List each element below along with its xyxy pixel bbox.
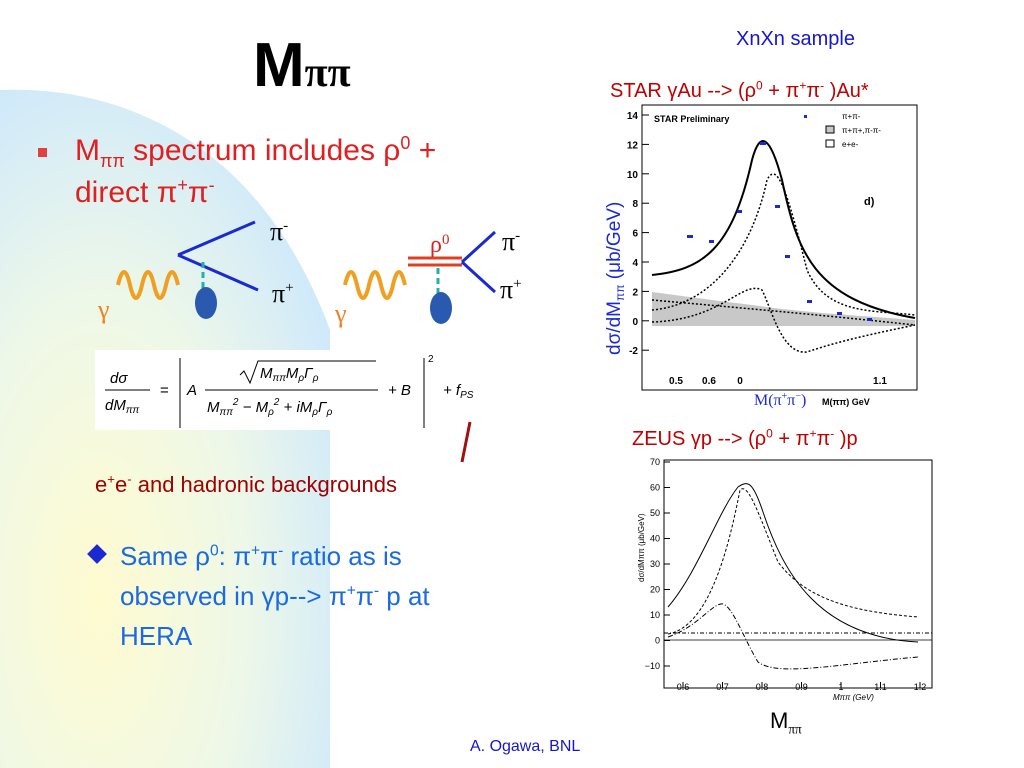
photon-line [116,270,180,300]
formula-part: + fPS [443,382,474,401]
pion-line [460,260,497,294]
formula-part: dσ [110,370,128,387]
band [652,292,915,326]
mass-axis-label: M(π+π−) [754,391,806,409]
y-tick-label: 6 [632,229,638,240]
x-axis-title: M(ππ) GeV [822,397,870,407]
inner-title: STAR Preliminary [654,114,729,124]
x-tick-label: 1.1 [873,376,887,387]
arrow [460,421,472,463]
label: γ [97,295,110,324]
label: γ [334,299,347,328]
label: π+ [500,275,522,304]
y-tick-label: 2 [632,287,638,298]
points [687,142,872,321]
fit-curve [667,483,919,643]
x-axis-title: Mππ (GeV) [833,693,874,702]
star-caption: STAR γAu --> (ρ0 + π+π- )Au* [610,78,869,102]
y-tick-label: 14 [627,111,639,122]
y-axis-title: dσ/dMππ (μb/GeV) [604,202,627,355]
label: ρ0 [430,232,449,258]
y-tick-label: 10 [650,610,660,620]
y-tick-label: 4 [632,258,638,269]
star-figure: STAR Preliminary π+π- π+π+,π-π- e+e- d) … [604,104,918,409]
sqrt-sign [239,360,376,385]
zeus-caption: ZEUS γp --> (ρ0 + π+π- )p [632,426,858,450]
y-tick-label: 8 [632,199,638,210]
nucleus [430,292,452,324]
plot-frame [641,104,918,391]
y-tick-label: 40 [650,534,660,544]
y-tick-label: 20 [650,585,660,595]
formula-part: + B [388,382,411,399]
formula: dσ dMππ = A MππMρΓρ Mππ2 − Mρ2 + iMρΓρ +… [105,354,474,428]
y-tick-label: 70 [650,457,660,467]
y-tick-label: −10 [645,661,660,671]
pion-line [177,220,256,257]
bullet-square [38,148,47,157]
y-tick-label: 0 [655,636,660,646]
title: Mππ [253,31,351,100]
x-tick-label: 0.6 [702,376,716,387]
legend-swatch [825,139,835,148]
plot-frame [663,459,933,689]
x-tick-label: 0 [737,376,743,387]
y-tick-label: -2 [629,346,638,357]
formula-part: dMππ [105,397,140,416]
sample-label: XnXn sample [736,28,855,50]
formula-part: MππMρΓρ [260,365,319,384]
label: π- [270,217,288,246]
pion-line [177,253,259,292]
background-note: e+e- and hadronic backgrounds [95,471,398,497]
formula-part: = [160,382,169,399]
label: π+ [272,279,294,308]
y-tick-label: 10 [627,170,639,181]
zeus-figure: Mππ (GeV) dσ/dMππ (μb/GeV) 70 60 50 40 30 20 1… [637,457,933,702]
bullet-1: Mππ spectrum includes ρ0 + direct π+π- [75,133,437,209]
label: π- [502,227,520,256]
footer: A. Ogawa, BNL [470,738,581,755]
formula-part: Mππ2 − Mρ2 + iMρΓρ [207,397,333,418]
x-tick-label: 0.5 [669,376,683,387]
legend-entry: e+e- [842,140,859,149]
y-tick-label: 60 [650,483,660,493]
y-tick-label: 30 [650,559,660,569]
legend-swatch [825,125,835,134]
fit-curve [651,140,916,319]
panel-label: d) [864,196,875,208]
bullet-2: Same ρ0: π+π- ratio as is observed in γp… [120,541,430,651]
formula-part: 2 [428,354,434,365]
y-tick-label: 0 [632,317,638,328]
mass-label: Mππ [770,708,802,737]
interference-curve [651,287,916,353]
nucleus [195,287,217,319]
component-curve [667,488,919,635]
pion-line [460,230,497,264]
legend-entry: π+π+,π-π- [842,126,881,135]
y-tick-label: 50 [650,508,660,518]
background-curve [651,299,916,326]
y-axis-title: dσ/dMππ (μb/GeV) [637,513,646,582]
photon-line [343,270,407,300]
legend-swatch [804,115,807,118]
interference-curve [667,603,919,670]
formula-part: A [186,382,197,399]
y-tick-label: 12 [627,140,639,151]
legend-entry: π+π- [842,112,861,121]
